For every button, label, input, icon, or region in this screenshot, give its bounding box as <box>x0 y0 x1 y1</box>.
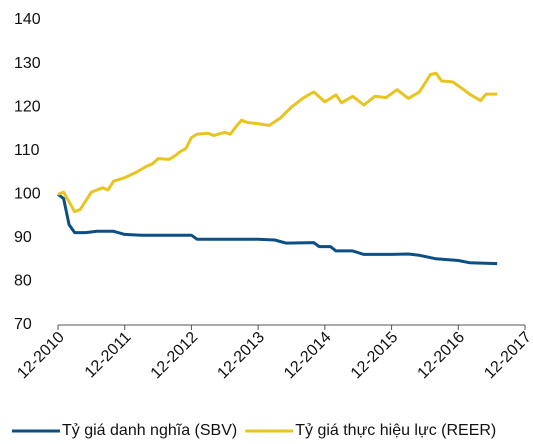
x-tick-label: 12-2011 <box>82 329 135 382</box>
y-tick-label: 110 <box>14 142 40 159</box>
legend-item: Tỷ giá danh nghĩa (SBV) <box>12 422 237 439</box>
y-tick-label: 120 <box>14 98 41 115</box>
legend-label: Tỷ giá thực hiệu lực (REER) <box>295 422 496 439</box>
x-tick-label: 12-2010 <box>14 329 68 383</box>
y-tick-label: 100 <box>14 186 41 203</box>
x-tick-label: 12-2012 <box>148 329 202 383</box>
x-tick-label: 12-2016 <box>415 329 469 383</box>
y-tick-label: 90 <box>14 229 32 246</box>
y-tick-label: 130 <box>14 55 41 72</box>
series-line <box>57 193 498 266</box>
y-tick-label: 140 <box>14 11 41 28</box>
y-tick-label: 70 <box>14 316 32 333</box>
legend-item: Tỷ giá thực hiệu lực (REER) <box>245 422 496 439</box>
x-tick-label: 12-2014 <box>281 329 335 383</box>
x-tick-label: 12-2013 <box>214 329 268 383</box>
x-tick-label: 12-2017 <box>481 329 533 383</box>
x-tick-label: 12-2015 <box>348 329 402 383</box>
legend-label: Tỷ giá danh nghĩa (SBV) <box>62 422 237 439</box>
series-line <box>57 71 498 214</box>
y-tick-label: 80 <box>14 273 32 290</box>
